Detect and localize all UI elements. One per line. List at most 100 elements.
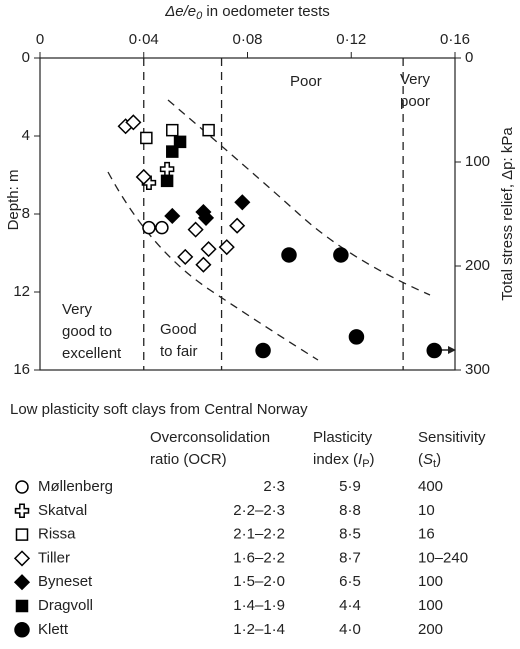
data-point xyxy=(195,256,212,273)
table-header: Sensitivity xyxy=(418,429,486,446)
region-label: Good xyxy=(160,321,197,338)
table-header-part: index ( xyxy=(313,451,358,468)
table-cell: 4·0 xyxy=(339,621,361,638)
table-cell: 2·1–2·2 xyxy=(233,526,285,543)
y2-axis-label: Total stress relief, Δp: kPa xyxy=(499,127,516,301)
data-point xyxy=(281,247,297,263)
x-axis-label-part: 0 xyxy=(196,10,203,22)
y2-tick-label: 0 xyxy=(465,49,473,66)
table-header: index (IP) xyxy=(313,451,375,470)
y-axis-label: Depth: m xyxy=(5,170,22,231)
table-cell: 2·3 xyxy=(263,478,285,495)
data-point xyxy=(159,161,175,177)
y-tick-label: 8 xyxy=(22,205,30,222)
data-point xyxy=(173,135,187,149)
table-cell: 6·5 xyxy=(339,573,361,590)
table-header: Plasticity xyxy=(313,429,373,446)
y2-tick-label: 200 xyxy=(465,257,490,274)
data-point xyxy=(125,114,142,131)
data-point xyxy=(177,248,194,265)
table-header-part: I xyxy=(358,451,362,468)
legend-label: Byneset xyxy=(38,573,93,590)
legend-marker xyxy=(15,528,29,541)
data-point xyxy=(255,342,271,359)
y-tick-label: 4 xyxy=(22,127,30,144)
table-cell: 2·2–2·3 xyxy=(233,502,285,519)
data-point xyxy=(135,168,152,186)
x-tick-label: 0·12 xyxy=(336,31,366,48)
data-point xyxy=(142,220,156,235)
x-axis-label-part: Δe/e xyxy=(164,3,196,20)
table-cell: 1·4–1·9 xyxy=(233,597,285,614)
table-header-part: S xyxy=(423,451,433,468)
data-point xyxy=(166,123,179,137)
x-tick-label: 0 xyxy=(36,31,44,48)
table-header: Overconsolidation xyxy=(150,429,270,446)
region-label: to fair xyxy=(160,343,198,360)
y-tick-label: 16 xyxy=(13,361,30,378)
legend-label: Tiller xyxy=(38,549,70,566)
table-cell: 400 xyxy=(418,478,443,495)
table-cell: 8·8 xyxy=(339,502,361,519)
region-label: good to xyxy=(62,323,112,340)
legend-marker xyxy=(15,599,29,613)
table-cell: 8·7 xyxy=(339,549,361,566)
legend-marker xyxy=(13,574,31,591)
data-point xyxy=(202,123,215,137)
region-label: Very xyxy=(400,71,431,88)
data-point xyxy=(200,241,217,258)
data-point xyxy=(229,217,246,234)
x-axis-label: Δe/e0 in oedometer tests xyxy=(164,3,330,22)
y-tick-label: 0 xyxy=(22,49,30,66)
data-point xyxy=(164,207,181,225)
data-point xyxy=(348,329,365,345)
region-label: Very xyxy=(62,301,93,318)
x-axis-label-part: in oedometer tests xyxy=(202,3,330,20)
legend-label: Dragvoll xyxy=(38,597,93,614)
y2-tick-label: 300 xyxy=(465,361,490,378)
table-cell: 16 xyxy=(418,526,435,543)
table-cell: 4·4 xyxy=(339,597,361,614)
data-point xyxy=(333,247,349,263)
table-header-part: ) xyxy=(370,451,375,468)
table-cell: 8·5 xyxy=(339,526,361,543)
data-point xyxy=(160,174,174,188)
table-cell: 200 xyxy=(418,621,443,638)
legend-label: Møllenberg xyxy=(38,478,113,495)
table-header-part: ( xyxy=(418,451,423,468)
arrow-head xyxy=(448,346,456,354)
table-cell: 100 xyxy=(418,597,443,614)
y2-tick-label: 100 xyxy=(465,153,490,170)
legend-label: Rissa xyxy=(38,526,76,543)
data-point xyxy=(166,145,179,158)
region-label: excellent xyxy=(62,345,122,362)
region-label: poor xyxy=(400,93,430,110)
table-title: Low plasticity soft clays from Central N… xyxy=(10,401,308,418)
x-tick-label: 0·08 xyxy=(232,31,262,48)
table-header-part: ) xyxy=(436,451,441,468)
table-cell: 1·2–1·4 xyxy=(233,621,285,638)
table-cell: 10–240 xyxy=(418,549,468,566)
table-header: ratio (OCR) xyxy=(150,451,227,468)
data-point xyxy=(218,239,235,256)
region-label: Poor xyxy=(290,73,322,90)
y-tick-label: 12 xyxy=(13,283,30,300)
data-point xyxy=(234,194,251,211)
table-cell: 10 xyxy=(418,502,435,519)
table-header-part: t xyxy=(433,458,436,470)
data-point xyxy=(140,131,153,145)
legend-label: Skatval xyxy=(38,502,87,519)
legend-marker xyxy=(13,550,31,567)
legend-marker xyxy=(15,480,29,494)
legend-marker xyxy=(14,503,30,519)
data-point xyxy=(187,221,204,238)
x-tick-label: 0·16 xyxy=(440,31,470,48)
table-cell: 1·6–2·2 xyxy=(233,549,285,566)
data-point xyxy=(426,342,442,359)
legend-label: Klett xyxy=(38,621,69,638)
legend-marker xyxy=(14,622,30,638)
table-cell: 1·5–2·0 xyxy=(233,573,285,590)
boundary-curve xyxy=(167,99,431,296)
data-point xyxy=(155,220,169,235)
